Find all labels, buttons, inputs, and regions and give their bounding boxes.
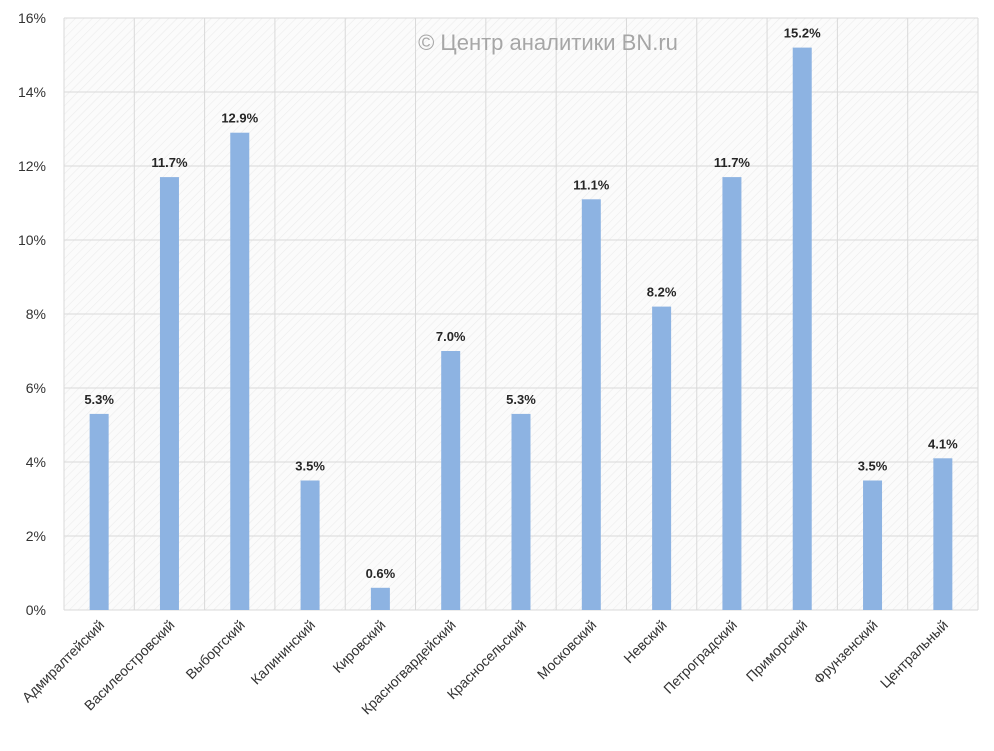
value-labels: 5.3% 11.7% 12.9% 3.5% 0.6% 7.0% 5.3% 11.1% 8.2% 1… <box>84 26 958 581</box>
y-tick-label: 0% <box>26 602 46 618</box>
bars <box>89 47 953 611</box>
bar <box>652 306 672 610</box>
bar <box>89 413 109 610</box>
y-tick-label: 10% <box>18 232 46 248</box>
y-tick-label: 16% <box>18 10 46 26</box>
data-label: 15.2% <box>784 26 821 41</box>
x-tick-label: Петроградский <box>660 617 740 697</box>
bar <box>933 458 953 610</box>
x-tick-label: Фрунзенский <box>810 617 880 687</box>
data-label: 3.5% <box>858 459 888 474</box>
data-label: 11.1% <box>573 177 610 192</box>
data-label: 8.2% <box>647 285 677 300</box>
watermark-text: © Центр аналитики BN.ru <box>418 30 678 55</box>
x-tick-label: Кировский <box>329 617 388 676</box>
x-tick-label: Центральный <box>877 617 951 691</box>
y-tick-label: 6% <box>26 380 46 396</box>
data-label: 7.0% <box>436 329 466 344</box>
bar <box>792 47 812 611</box>
x-tick-label: Приморский <box>743 617 811 685</box>
x-tick-label: Выборгский <box>182 617 247 682</box>
bar <box>370 587 390 610</box>
x-tick-label: Невский <box>620 617 669 666</box>
x-tick-label: Калининский <box>247 617 318 688</box>
bar <box>863 480 883 610</box>
y-tick-label: 14% <box>18 84 46 100</box>
bar <box>722 177 742 610</box>
data-label: 11.7% <box>151 155 188 170</box>
grid-lines <box>63 17 979 611</box>
bar <box>159 177 179 610</box>
y-axis-ticks: 0% 2% 4% 6% 8% 10% 12% 14% 16% <box>18 10 46 618</box>
data-label: 4.1% <box>928 436 958 451</box>
data-label: 5.3% <box>84 392 114 407</box>
x-tick-label: Московский <box>534 617 600 683</box>
data-label: 12.9% <box>221 111 258 126</box>
bar <box>581 199 601 611</box>
data-label: 3.5% <box>295 459 325 474</box>
bar <box>300 480 320 610</box>
bar <box>511 413 531 610</box>
y-tick-label: 2% <box>26 528 46 544</box>
y-tick-label: 12% <box>18 158 46 174</box>
bar <box>441 351 461 610</box>
data-label: 11.7% <box>714 155 751 170</box>
y-tick-label: 4% <box>26 454 46 470</box>
y-tick-label: 8% <box>26 306 46 322</box>
bar <box>230 132 250 610</box>
data-label: 5.3% <box>506 392 536 407</box>
data-label: 0.6% <box>366 566 396 581</box>
